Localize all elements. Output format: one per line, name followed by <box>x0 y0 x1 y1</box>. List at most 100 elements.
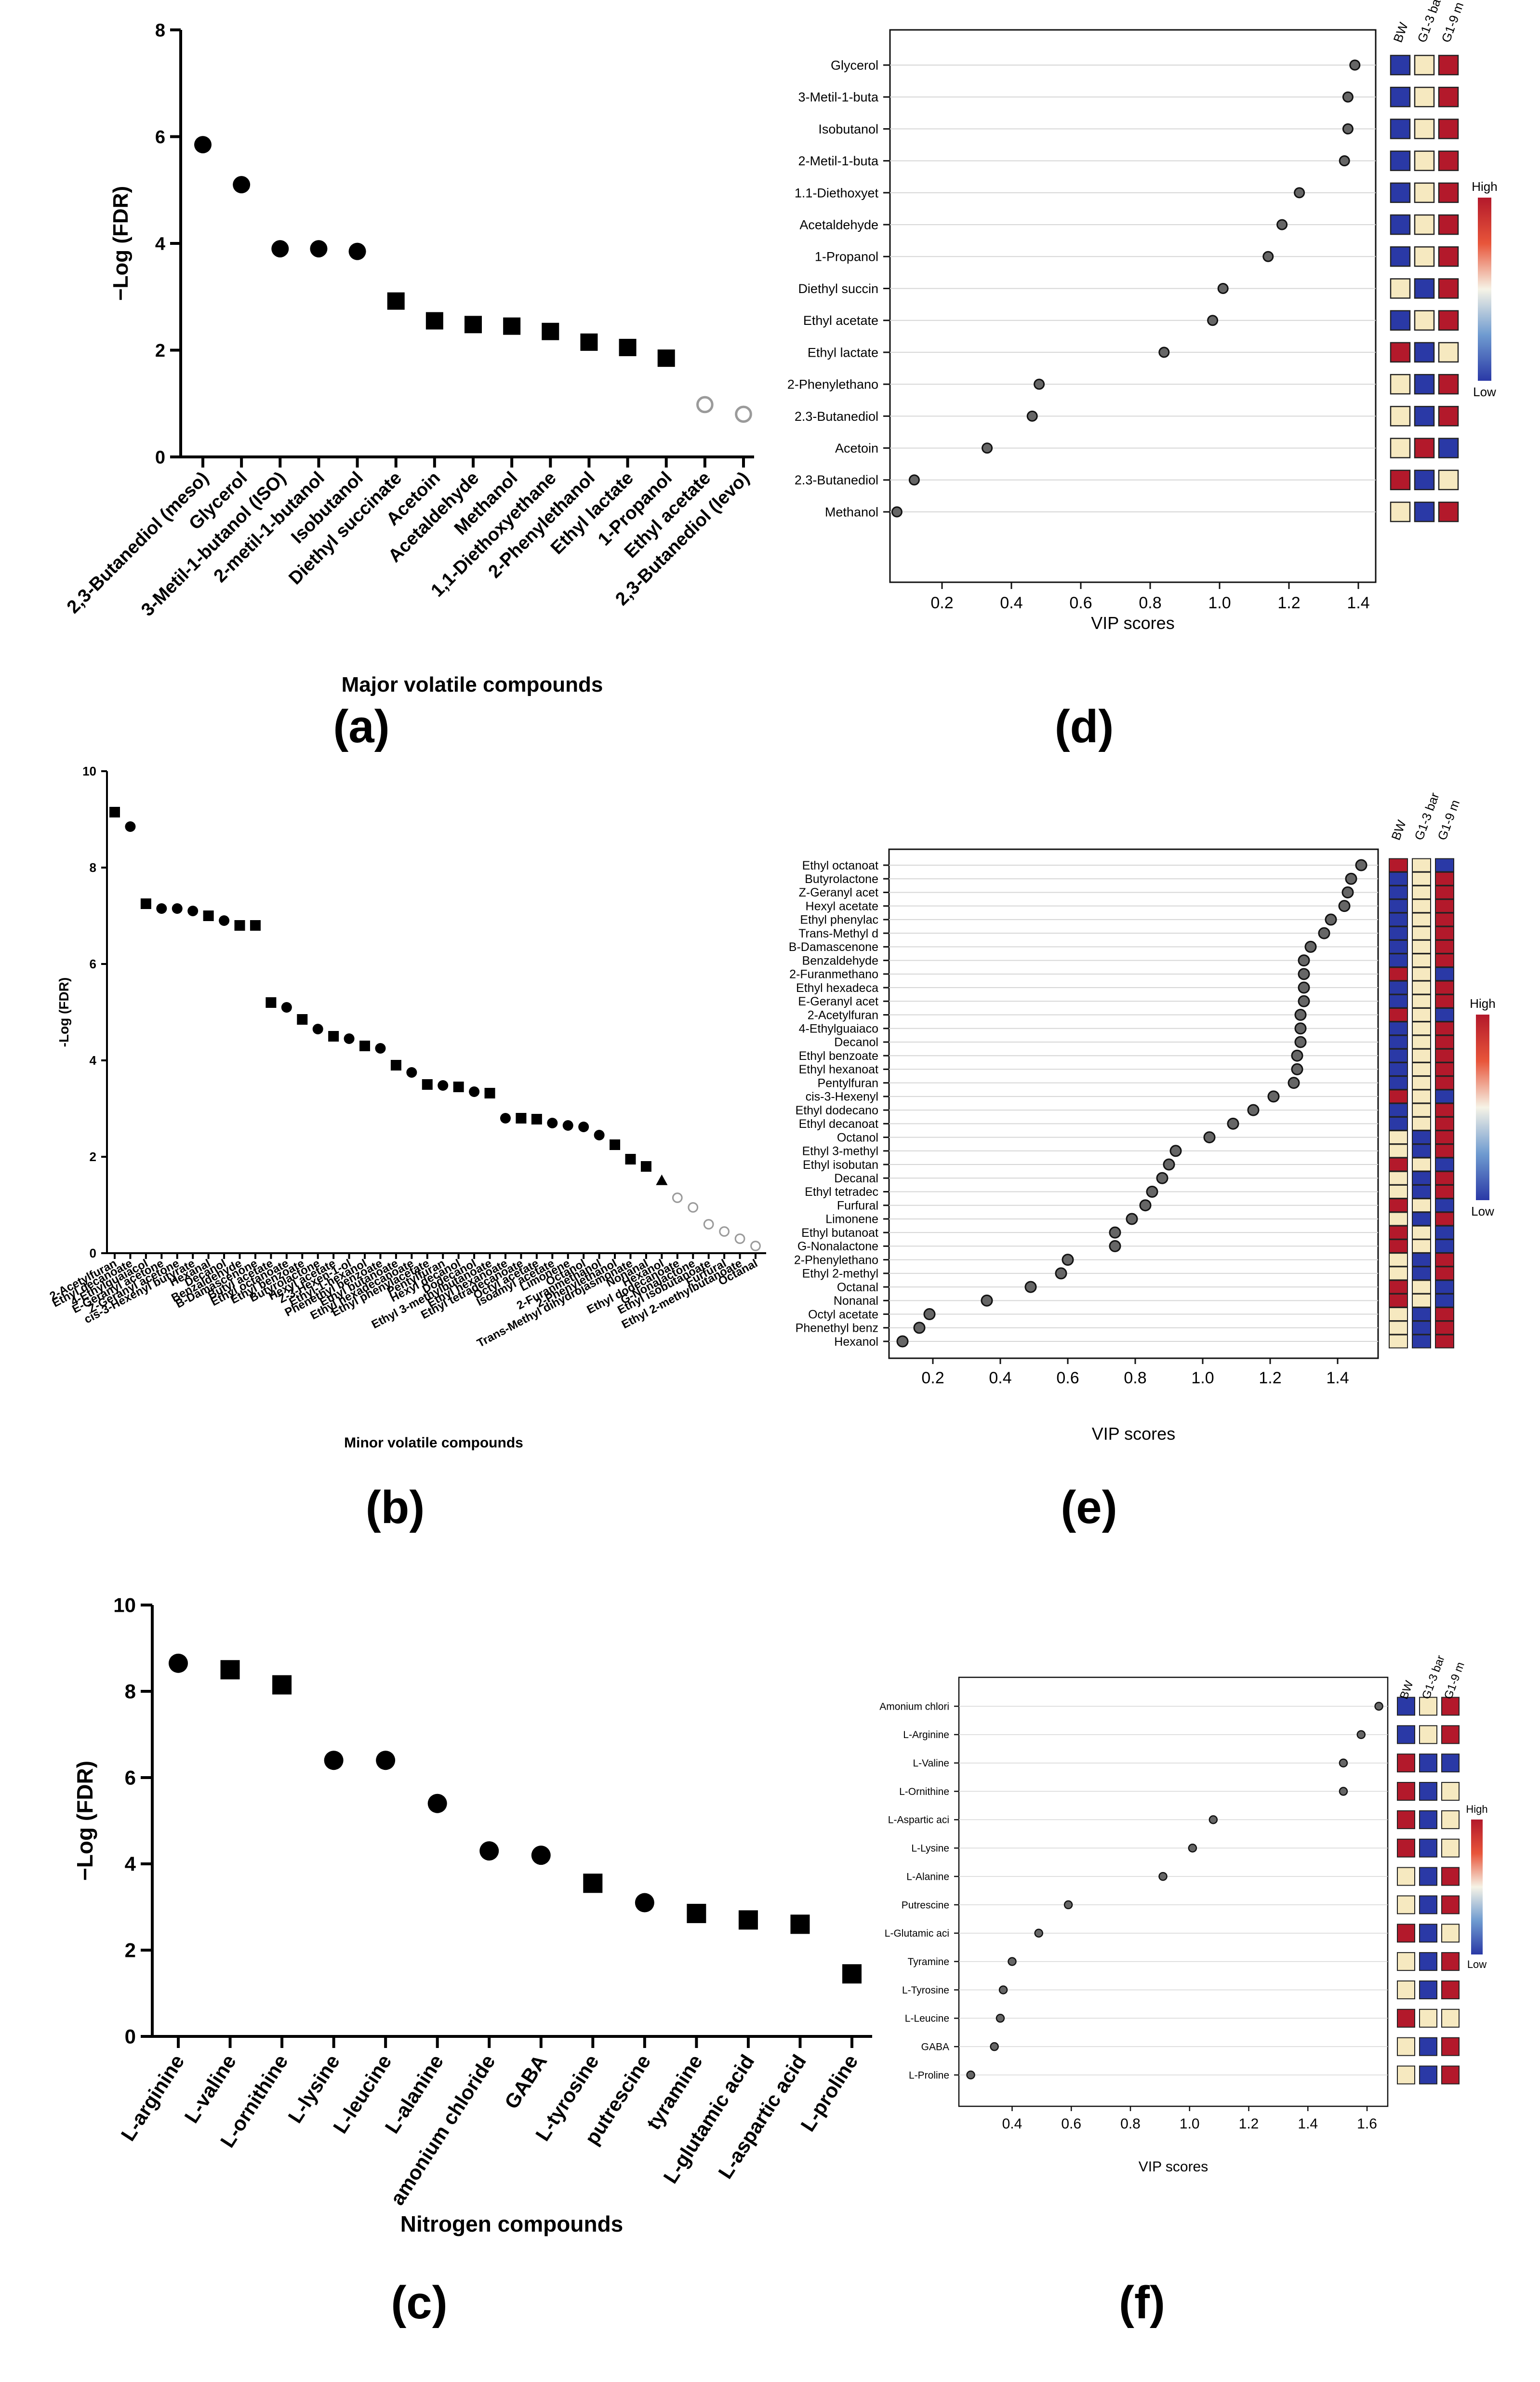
heatmap-cell <box>1441 1753 1460 1773</box>
heatmap-cell <box>1414 150 1435 171</box>
y-tick-label: 10 <box>113 1594 136 1617</box>
y-tick-label: Pentylfuran <box>818 1076 878 1090</box>
y-axis-label: -Log (FDR) <box>56 977 71 1047</box>
data-point <box>672 1192 683 1203</box>
heatmap-cell <box>1441 1924 1460 1943</box>
data-point <box>1294 1036 1307 1048</box>
data-point <box>233 176 251 194</box>
data-point <box>1139 1199 1152 1212</box>
heatmap-cell <box>1435 1239 1454 1253</box>
data-point <box>1146 1185 1158 1198</box>
x-tick-label: 0.6 <box>1056 1369 1079 1387</box>
heatmap-cell <box>1389 1116 1408 1131</box>
y-tick-label: 4 <box>155 234 165 254</box>
y-tick-label: E-Geranyl acet <box>798 995 878 1008</box>
data-point <box>696 396 714 414</box>
data-point <box>1062 1254 1074 1266</box>
data-point <box>1339 1787 1348 1796</box>
data-point <box>125 821 136 832</box>
y-tick-label: Tyramine <box>908 1956 949 1967</box>
heatmap-cell <box>1435 967 1454 981</box>
data-point <box>842 1964 862 1984</box>
heatmap-cell <box>1412 1321 1431 1335</box>
heatmap-cell <box>1389 858 1408 872</box>
y-tick-label: Benzaldehyde <box>802 954 878 967</box>
heatmap-cell <box>1441 1782 1460 1801</box>
data-point <box>635 1893 654 1913</box>
data-point <box>453 1082 464 1092</box>
data-point <box>1298 995 1310 1007</box>
heatmap-cell <box>1412 980 1431 995</box>
heatmap-cell <box>1397 1952 1415 1971</box>
data-point <box>1109 1240 1121 1252</box>
heatmap-cell <box>1412 1239 1431 1253</box>
heatmap-cell <box>1435 939 1454 954</box>
heatmap-cell <box>1412 1212 1431 1226</box>
heatmap-cell <box>1412 1048 1431 1063</box>
heatmap-cell <box>1397 2008 1415 2028</box>
y-tick-label: Methanol <box>825 505 878 519</box>
heatmap-cell <box>1435 1035 1454 1049</box>
heatmap-cell <box>1389 1089 1408 1104</box>
heatmap-cell <box>1390 214 1411 235</box>
heatmap-cell <box>1438 438 1459 458</box>
y-tick-label: Decanal <box>834 1172 878 1185</box>
data-point <box>1276 219 1288 230</box>
data-point <box>1339 155 1350 167</box>
heatmap-cell <box>1412 1293 1431 1308</box>
data-point <box>734 1233 745 1244</box>
heatmap-cell <box>1412 1116 1431 1131</box>
data-point <box>310 240 328 258</box>
heatmap-cell <box>1441 1867 1460 1886</box>
y-tick-label: Ethyl 2-methyl <box>802 1267 878 1281</box>
data-point <box>619 338 637 356</box>
heatmap-cell <box>1435 1021 1454 1036</box>
heatmap-cell <box>1397 1697 1415 1716</box>
heatmap-cell <box>1412 912 1431 927</box>
heatmap-cell <box>1389 926 1408 940</box>
y-tick-label: 2.3-Butanediol <box>795 473 878 487</box>
data-point <box>913 1322 926 1334</box>
x-tick-label: 0.8 <box>1124 1369 1146 1387</box>
heatmap-cell <box>1435 1157 1454 1172</box>
heatmap-cell <box>1390 278 1411 299</box>
heatmap-cell <box>1441 1980 1460 1999</box>
heatmap-cell <box>1419 1810 1437 1829</box>
heatmap-cell <box>1389 1266 1408 1281</box>
y-tick-label: Isobutanol <box>818 122 878 136</box>
heatmap-cell <box>1435 1008 1454 1022</box>
x-axis-label: Minor volatile compounds <box>344 1435 523 1451</box>
y-tick-label: G-Nonalactone <box>797 1240 878 1253</box>
data-point <box>1208 1815 1218 1824</box>
panel-d: Glycerol 3-Metil-1-buta Isobutanol 2-Metil-… <box>787 0 1498 633</box>
data-point <box>1339 1758 1348 1767</box>
data-point <box>1034 378 1045 390</box>
heatmap-cell <box>1438 469 1459 491</box>
data-point <box>422 1079 433 1090</box>
data-point <box>359 1041 371 1051</box>
plot-frame <box>889 29 1377 583</box>
heatmap-cell <box>1412 926 1431 940</box>
x-tick-label: 0.4 <box>1000 594 1022 612</box>
y-tick-label: 2 <box>90 1150 96 1164</box>
data-point <box>610 1139 621 1150</box>
heatmap-cell <box>1419 1980 1437 1999</box>
data-point <box>1294 187 1305 199</box>
data-point <box>324 1751 344 1770</box>
data-point <box>1338 900 1351 912</box>
y-tick-label: Octyl acetate <box>808 1308 878 1321</box>
y-tick-label: Z-Geranyl acet <box>799 886 878 899</box>
heatmap-cell <box>1435 1307 1454 1322</box>
y-tick-label: 10 <box>82 764 96 778</box>
heatmap-cell <box>1412 899 1431 913</box>
data-point <box>531 1114 542 1124</box>
heatmap-cell <box>1435 1293 1454 1308</box>
heatmap-cell <box>1389 1212 1408 1226</box>
heatmap-cell <box>1390 246 1411 267</box>
heatmap-cell <box>1389 1021 1408 1036</box>
y-tick-label: 6 <box>90 957 96 971</box>
data-point <box>687 1903 706 1923</box>
data-point <box>998 1985 1008 1994</box>
y-tick-label: Glycerol <box>831 58 878 72</box>
